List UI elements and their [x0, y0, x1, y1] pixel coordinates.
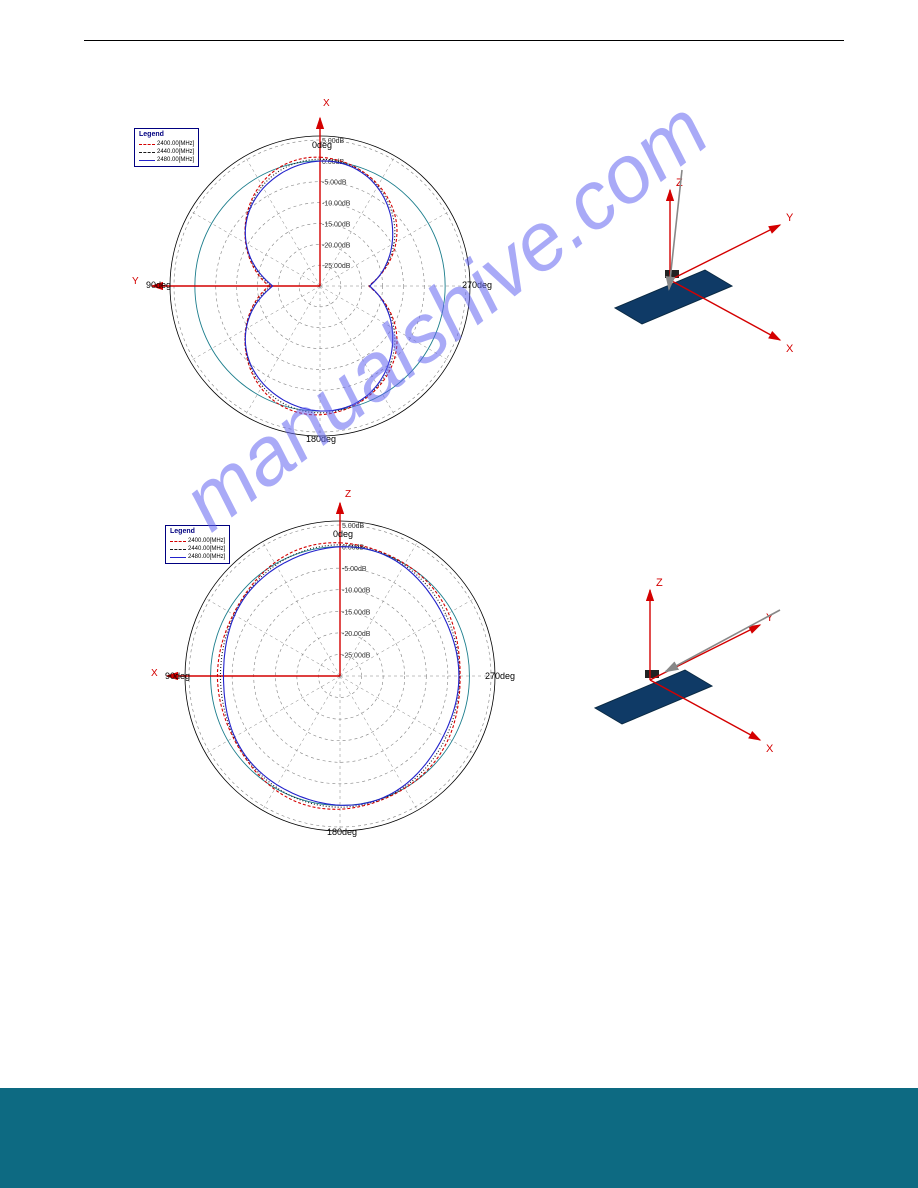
svg-text:Y: Y: [786, 212, 794, 224]
header-rule: [84, 40, 844, 41]
legend-swatch: [139, 144, 155, 145]
legend-label: 2440.00[MHz]: [188, 545, 225, 553]
orientation-1-svg: ZYX: [580, 110, 860, 370]
legend-swatch: [170, 541, 186, 542]
legend-title: Legend: [139, 131, 194, 139]
legend-label: 2480.00[MHz]: [188, 553, 225, 561]
svg-text:Z: Z: [656, 577, 663, 589]
svg-text:-10.00dB: -10.00dB: [342, 588, 371, 595]
axis-left-label: X: [151, 668, 158, 679]
legend-row: 2480.00[MHz]: [170, 553, 225, 561]
legend-row: 2400.00[MHz]: [139, 140, 194, 148]
svg-text:-5.00dB: -5.00dB: [322, 180, 347, 187]
svg-text:-10.00dB: -10.00dB: [322, 201, 351, 208]
legend-swatch: [139, 160, 155, 161]
legend-label: 2440.00[MHz]: [157, 148, 194, 156]
footer-bar: [0, 1088, 918, 1188]
angle-left: 90deg: [146, 280, 171, 290]
svg-text:-25.00dB: -25.00dB: [322, 263, 351, 270]
orientation-diagram-1: ZYX: [580, 110, 860, 370]
angle-left: 90deg: [165, 671, 190, 681]
angle-top: 0deg: [333, 529, 353, 539]
legend-row: 2440.00[MHz]: [139, 148, 194, 156]
svg-text:-5.00dB: -5.00dB: [342, 566, 367, 573]
svg-text:X: X: [786, 343, 794, 355]
legend-2: Legend 2400.00[MHz]2440.00[MHz]2480.00[M…: [165, 525, 230, 564]
legend-label: 2400.00[MHz]: [188, 537, 225, 545]
svg-text:-20.00dB: -20.00dB: [342, 631, 371, 638]
svg-text:-25.00dB: -25.00dB: [342, 652, 371, 659]
svg-text:X: X: [766, 743, 774, 755]
polar-chart-1: 5.00dB0.00dB-5.00dB-10.00dB-15.00dB-20.0…: [140, 100, 500, 460]
svg-text:-15.00dB: -15.00dB: [342, 609, 371, 616]
legend-title: Legend: [170, 528, 225, 536]
angle-right: 270deg: [485, 671, 515, 681]
legend-label: 2480.00[MHz]: [157, 156, 194, 164]
legend-swatch: [139, 152, 155, 153]
angle-top: 0deg: [312, 140, 332, 150]
angle-right: 270deg: [462, 280, 492, 290]
legend-label: 2400.00[MHz]: [157, 140, 194, 148]
legend-1: Legend 2400.00[MHz]2440.00[MHz]2480.00[M…: [134, 128, 199, 167]
legend-swatch: [170, 549, 186, 550]
axis-top-label: X: [323, 98, 330, 109]
legend-row: 2440.00[MHz]: [170, 545, 225, 553]
svg-text:-20.00dB: -20.00dB: [322, 242, 351, 249]
orientation-2-svg: ZYX: [560, 510, 840, 770]
legend-swatch: [170, 557, 186, 558]
page: 5.00dB0.00dB-5.00dB-10.00dB-15.00dB-20.0…: [0, 0, 918, 1188]
angle-bottom: 180deg: [327, 827, 357, 837]
svg-text:-15.00dB: -15.00dB: [322, 221, 351, 228]
orientation-diagram-2: ZYX: [560, 510, 840, 770]
polar-chart-2: 5.00dB0.00dB-5.00dB-10.00dB-15.00dB-20.0…: [155, 485, 525, 855]
legend-row: 2400.00[MHz]: [170, 537, 225, 545]
axis-left-label: Y: [132, 276, 139, 287]
legend-row: 2480.00[MHz]: [139, 156, 194, 164]
axis-top-label: Z: [345, 489, 351, 500]
angle-bottom: 180deg: [306, 434, 336, 444]
